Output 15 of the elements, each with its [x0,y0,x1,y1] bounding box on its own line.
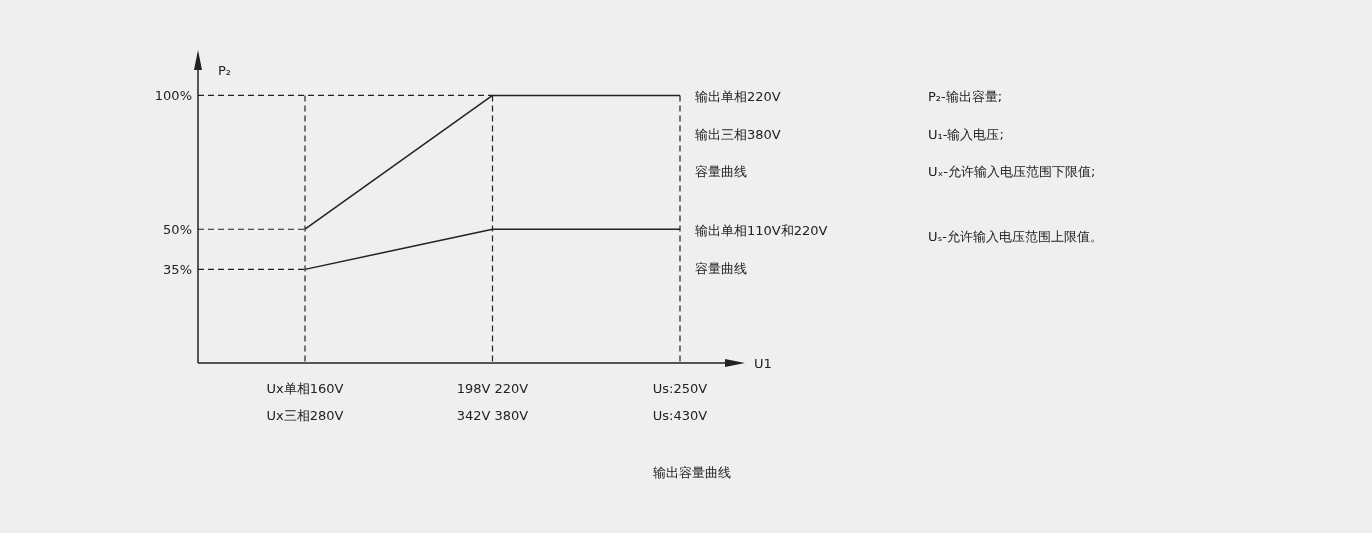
text: 输出单相110V和220V 容量曲线 [695,223,828,276]
text: 输出容量曲线 [653,465,731,480]
y-tick-label: 50% [163,221,192,237]
x-tick-label: 198V 220V 342V 380V [456,381,529,423]
y-tick-label: 100% [154,87,192,103]
text: Uₛ-允许输入电压范围上限值。 [928,229,1104,244]
text: P₂-输出容量; [928,89,1003,104]
text: 输出单相220V 输出三相380V 容量曲线 [695,89,781,180]
x-tick-label: Us:250V Us:430V [652,381,708,423]
y-axis-title: P₂ [218,63,232,78]
x-tick-label: Ux单相160V Ux三相280V [266,381,344,423]
y-tick-label: 35% [163,261,192,277]
text: U₁-输入电压; [928,127,1004,142]
x-axis-title: U1 [754,356,772,371]
text: Uₓ-允许输入电压范围下限值; [928,164,1096,179]
